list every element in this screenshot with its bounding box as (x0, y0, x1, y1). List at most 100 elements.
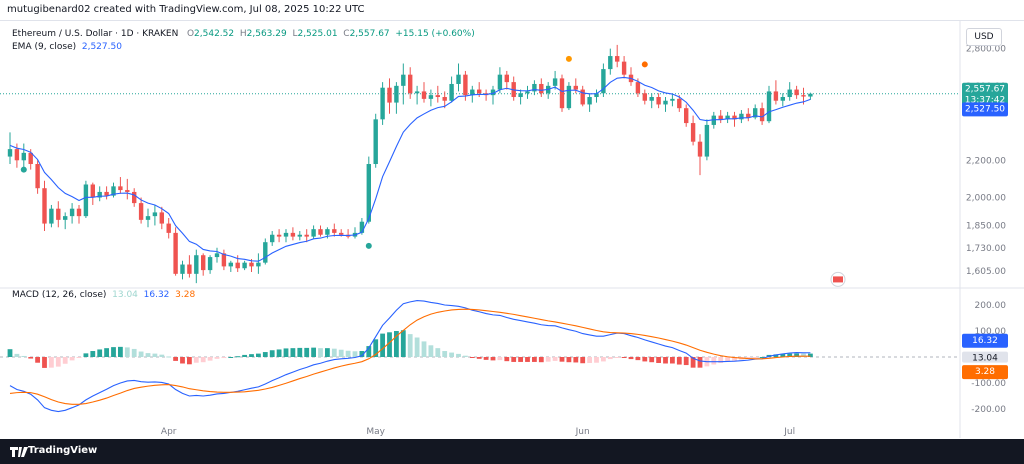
candle-body[interactable] (497, 74, 503, 90)
candle-body[interactable] (808, 93, 813, 97)
candle-body[interactable] (373, 119, 378, 165)
candle-body[interactable] (339, 232, 344, 235)
candle-body[interactable] (214, 253, 220, 258)
candle-body[interactable] (615, 56, 620, 62)
candle-body[interactable] (697, 141, 703, 157)
candle-body[interactable] (332, 229, 337, 233)
candle-body[interactable] (14, 149, 20, 161)
event-marker[interactable] (365, 242, 372, 249)
candle-body[interactable] (677, 98, 682, 109)
candle-body[interactable] (566, 85, 572, 109)
candle-body[interactable] (559, 78, 565, 109)
candle-body[interactable] (718, 115, 723, 120)
candle-body[interactable] (725, 115, 730, 120)
tradingview-logo-icon[interactable] (8, 444, 30, 458)
candle-body[interactable] (7, 149, 13, 157)
candle-body[interactable] (28, 152, 33, 165)
candle-body[interactable] (76, 208, 82, 217)
candle-body[interactable] (635, 82, 641, 94)
candle-body[interactable] (35, 164, 40, 189)
candle-body[interactable] (276, 234, 282, 237)
candle-body[interactable] (152, 212, 158, 217)
currency-button[interactable]: USD (966, 28, 1002, 46)
candle-body[interactable] (290, 232, 296, 237)
candle-body[interactable] (780, 97, 785, 101)
candle-body[interactable] (684, 108, 689, 124)
candle-body[interactable] (173, 232, 178, 274)
candle-body[interactable] (166, 223, 171, 233)
candle-body[interactable] (552, 78, 558, 86)
candle-body[interactable] (587, 97, 592, 105)
candle-body[interactable] (83, 184, 89, 217)
candle-body[interactable] (670, 98, 675, 101)
candle-body[interactable] (304, 234, 309, 237)
chart-svg[interactable]: 2,800.002,600.002,200.002,000.001,850.00… (0, 20, 1024, 438)
candle-body[interactable] (380, 87, 385, 120)
candle-body[interactable] (532, 83, 537, 92)
candle-body[interactable] (504, 74, 509, 83)
candle-body[interactable] (235, 262, 240, 269)
candle-body[interactable] (49, 208, 54, 224)
event-marker[interactable] (565, 55, 572, 62)
candle-body[interactable] (263, 242, 268, 263)
candle-body[interactable] (801, 95, 806, 97)
candle-body[interactable] (97, 191, 102, 198)
candle-body[interactable] (470, 89, 475, 96)
candle-body[interactable] (621, 61, 627, 75)
candle-body[interactable] (601, 69, 606, 94)
candle-body[interactable] (270, 234, 275, 243)
candle-body[interactable] (704, 124, 710, 157)
candle-body[interactable] (746, 113, 751, 118)
candle-body[interactable] (359, 221, 365, 233)
macd-legend[interactable]: MACD (12, 26, close) 13.04 16.32 3.28 (12, 290, 195, 300)
candle-body[interactable] (649, 97, 654, 101)
candle-body[interactable] (766, 91, 772, 122)
candle-body[interactable] (125, 190, 130, 192)
event-marker[interactable] (20, 166, 27, 173)
candle-body[interactable] (256, 262, 261, 267)
candle-body[interactable] (573, 85, 578, 90)
candle-body[interactable] (642, 93, 647, 101)
candle-body[interactable] (63, 216, 68, 220)
candle-body[interactable] (428, 95, 434, 99)
candle-body[interactable] (739, 113, 744, 120)
candle-body[interactable] (318, 229, 323, 235)
candle-body[interactable] (311, 229, 316, 237)
candle-body[interactable] (408, 74, 413, 94)
candle-body[interactable] (283, 232, 289, 237)
candle-body[interactable] (401, 74, 406, 86)
footer-brand[interactable]: TradingView (28, 445, 98, 456)
candle-body[interactable] (787, 89, 792, 98)
candle-body[interactable] (711, 115, 716, 125)
candle-body[interactable] (90, 184, 95, 198)
candle-body[interactable] (435, 95, 440, 98)
candle-body[interactable] (180, 264, 185, 274)
candle-body[interactable] (159, 212, 164, 224)
candle-body[interactable] (525, 91, 530, 94)
candle-body[interactable] (449, 83, 454, 101)
macd-signal-line[interactable] (9, 308, 811, 405)
candle-body[interactable] (138, 203, 144, 220)
candle-body[interactable] (608, 56, 613, 70)
candle-body[interactable] (297, 234, 302, 237)
candle-body[interactable] (421, 91, 427, 99)
candle-body[interactable] (456, 74, 461, 84)
candle-body[interactable] (56, 208, 61, 220)
candle-body[interactable] (414, 91, 420, 94)
candle-body[interactable] (656, 97, 661, 105)
candle-body[interactable] (111, 186, 116, 196)
candle-body[interactable] (463, 74, 468, 96)
candle-body[interactable] (145, 216, 151, 220)
candle-body[interactable] (753, 108, 758, 118)
candle-body[interactable] (187, 264, 192, 274)
candle-body[interactable] (732, 115, 737, 120)
candle-body[interactable] (580, 89, 585, 105)
ema-line[interactable] (9, 76, 811, 262)
candle-body[interactable] (207, 257, 213, 271)
candle-body[interactable] (663, 100, 668, 105)
candle-body[interactable] (228, 262, 233, 267)
candle-body[interactable] (325, 229, 330, 235)
event-marker[interactable] (641, 61, 648, 68)
candle-body[interactable] (69, 208, 75, 217)
candle-body[interactable] (490, 89, 496, 96)
